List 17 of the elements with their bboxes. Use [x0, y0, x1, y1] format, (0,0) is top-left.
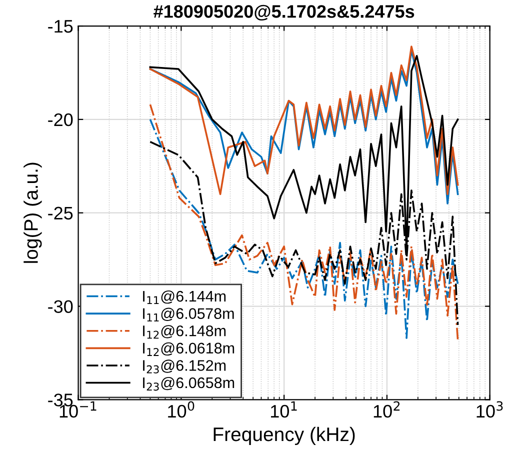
legend-label: I$_{23}$@6.152m — [143, 360, 226, 374]
legend-label: I$_{12}$@6.148m — [143, 325, 226, 339]
x-tick-label: 10$^{1}$ — [270, 401, 297, 418]
y-tick-label: -20 — [48, 113, 73, 126]
legend-label: I$_{11}$@6.0578m — [143, 308, 234, 322]
legend-label: I$_{23}$@6.0658m — [143, 376, 234, 391]
x-tick-label: 10$^{3}$ — [476, 401, 503, 418]
chart-title: #180905020@5.1702s&5.2475s — [154, 4, 414, 21]
y-tick-label: -25 — [48, 206, 73, 220]
y-tick-label: -30 — [48, 300, 73, 313]
y-axis-title: log(P) (a.u.) — [24, 162, 42, 263]
legend-label: I$_{11}$@6.144m — [143, 290, 226, 304]
x-axis-title: Frequency (kHz) — [214, 426, 355, 446]
x-tick-label: 10$^{2}$ — [374, 401, 400, 418]
legend-label: I$_{12}$@6.0618m — [143, 342, 234, 356]
x-tick-label: 10$^{0}$ — [168, 401, 194, 418]
y-tick-label: -15 — [48, 20, 73, 33]
